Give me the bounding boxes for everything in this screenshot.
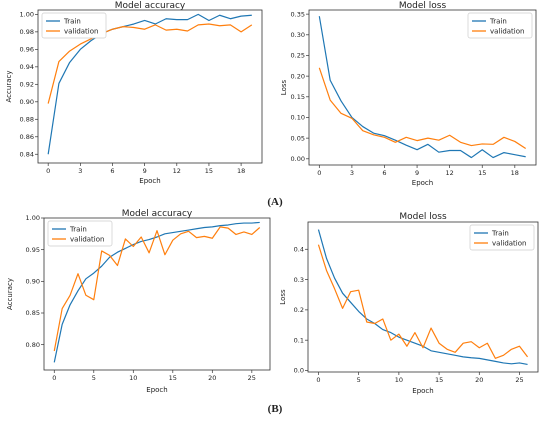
legend-box <box>467 12 533 39</box>
legend-label: Train <box>63 17 81 25</box>
x-tick-label: 0 <box>316 376 320 384</box>
chart-b-accuracy: Model accuracy 0 5 10 15 20 25 0.80 0.85 0.90 0.95… <box>6 209 271 394</box>
y-tick-label: 0.00 <box>291 155 305 163</box>
x-tick-label: 0 <box>46 167 50 175</box>
y-tick-label: 0.2 <box>294 306 304 314</box>
series-line-validation <box>317 244 529 359</box>
y-axis-label: Loss <box>279 289 287 305</box>
y-tick-label: 1.00 <box>20 11 34 19</box>
plot-frame <box>308 9 537 166</box>
legend-label: Train <box>491 229 509 237</box>
x-tick-label: 9 <box>415 169 419 177</box>
y-axis-label: Accuracy <box>6 278 14 310</box>
y-tick-label: 0.15 <box>291 93 305 101</box>
plot-frame <box>37 9 263 164</box>
y-tick-label: 0.30 <box>291 31 305 39</box>
x-tick-label: 15 <box>205 167 213 175</box>
legend-label: validation <box>70 235 104 243</box>
x-tick-label: 12 <box>446 169 454 177</box>
series-line-train <box>318 16 526 159</box>
x-axis-label: Epoch <box>146 386 167 394</box>
y-tick-label: 0.80 <box>26 341 40 349</box>
y-tick-label: 0.4 <box>294 245 304 253</box>
y-tick-label: 0.94 <box>20 63 34 71</box>
x-tick-label: 0 <box>52 374 56 382</box>
y-tick-label: 0.10 <box>291 114 305 122</box>
x-tick-label: 20 <box>475 376 483 384</box>
plot-frame <box>307 221 539 373</box>
x-tick-label: 15 <box>169 374 177 382</box>
legend-label: validation <box>492 239 526 247</box>
y-tick-label: 0.95 <box>26 246 40 254</box>
series-line-validation <box>318 67 527 149</box>
x-axis-label: Epoch <box>412 387 433 395</box>
x-tick-label: 6 <box>110 167 114 175</box>
legend-label: validation <box>64 27 98 35</box>
series-line-train <box>53 221 260 363</box>
x-tick-label: 3 <box>78 167 82 175</box>
x-tick-label: 10 <box>129 374 137 382</box>
y-tick-label: 0.85 <box>26 309 40 317</box>
y-tick-label: 0.96 <box>20 46 34 54</box>
y-tick-label: 1.00 <box>26 214 40 222</box>
y-tick-label: 0.3 <box>294 276 304 284</box>
x-tick-label: 10 <box>395 376 403 384</box>
x-tick-label: 20 <box>208 374 216 382</box>
x-tick-label: 18 <box>237 167 245 175</box>
y-tick-label: 0.25 <box>291 52 305 60</box>
chart-title: Model accuracy <box>115 1 186 11</box>
legend-box <box>41 12 107 39</box>
series-line-train <box>47 13 252 155</box>
x-tick-label: 9 <box>143 167 147 175</box>
series-line-validation <box>47 23 253 104</box>
plot-frame <box>43 217 271 371</box>
y-tick-label: 0.90 <box>20 98 34 106</box>
chart-a-loss: Model loss 0 3 6 9 12 15 18 0.00 0.05 0.10 0.15 0.20… <box>280 1 537 187</box>
chart-title: Model accuracy <box>122 209 193 219</box>
legend-label: validation <box>490 27 524 35</box>
x-tick-label: 5 <box>357 376 361 384</box>
y-tick-label: 0.20 <box>291 72 305 80</box>
chart-title: Model loss <box>399 212 447 222</box>
y-axis-label: Accuracy <box>5 71 13 103</box>
x-tick-label: 3 <box>350 169 354 177</box>
legend-box <box>469 224 535 251</box>
y-tick-label: 0.1 <box>294 336 304 344</box>
x-tick-label: 6 <box>382 169 386 177</box>
x-tick-label: 12 <box>173 167 181 175</box>
y-tick-label: 0.05 <box>291 134 305 142</box>
x-tick-label: 15 <box>435 376 443 384</box>
legend-box <box>47 220 113 247</box>
chart-b-loss: Model loss 0 5 10 15 20 25 0.0 0.1 0.2 0.3 0.4 Epoch… <box>279 212 539 395</box>
x-axis-label: Epoch <box>139 177 160 185</box>
series-line-validation <box>53 226 261 352</box>
y-tick-label: 0.92 <box>20 81 34 89</box>
y-tick-label: 0.35 <box>291 10 305 18</box>
y-tick-label: 0.86 <box>20 133 34 141</box>
x-tick-label: 0 <box>317 169 321 177</box>
caption-b: (B) <box>268 403 283 415</box>
x-tick-label: 18 <box>511 169 519 177</box>
x-tick-label: 5 <box>92 374 96 382</box>
x-tick-label: 25 <box>515 376 523 384</box>
chart-a-accuracy: Model accuracy 0 3 6 9 12 15 18 0.84 0.86 0.88 0.90… <box>5 1 263 185</box>
y-axis-label: Loss <box>280 79 288 95</box>
y-tick-label: 0.90 <box>26 278 40 286</box>
y-tick-label: 0.88 <box>20 115 34 123</box>
legend-label: Train <box>489 17 507 25</box>
x-tick-label: 15 <box>478 169 486 177</box>
chart-title: Model loss <box>399 1 447 11</box>
legend-label: Train <box>69 225 87 233</box>
y-tick-label: 0.98 <box>20 28 34 36</box>
caption-a: (A) <box>267 196 283 208</box>
x-tick-label: 25 <box>248 374 256 382</box>
y-tick-label: 0.0 <box>294 367 304 375</box>
x-axis-label: Epoch <box>412 179 433 187</box>
y-tick-label: 0.84 <box>20 150 34 158</box>
